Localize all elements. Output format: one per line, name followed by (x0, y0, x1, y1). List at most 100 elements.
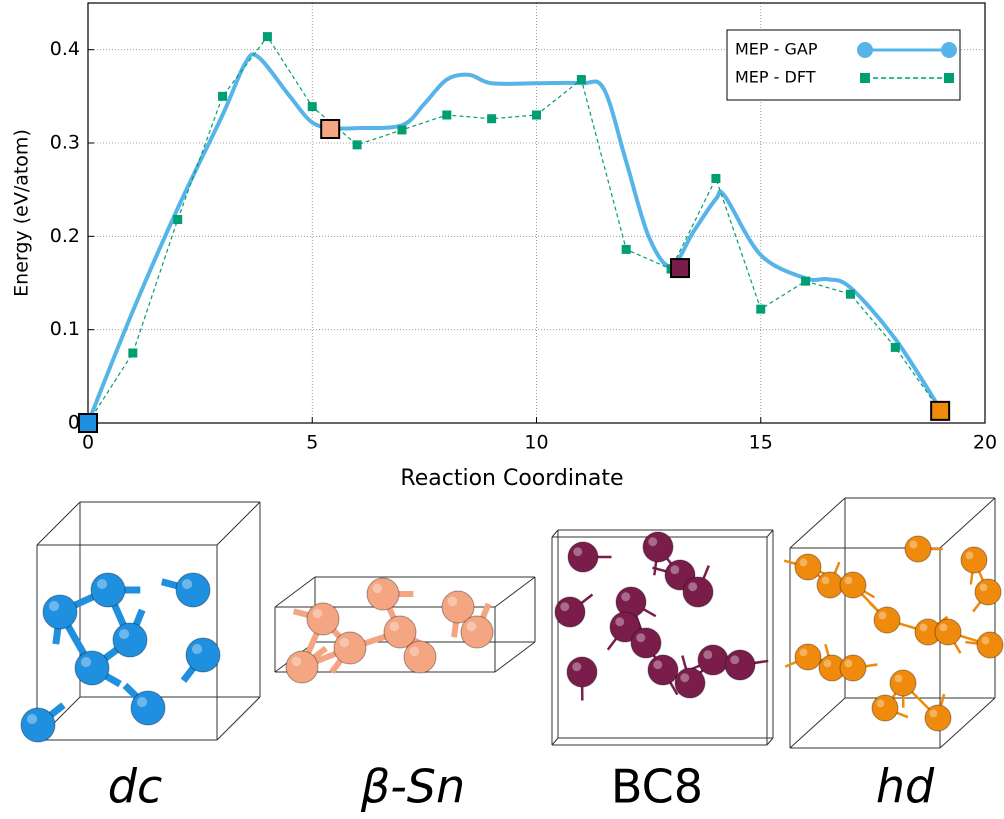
data-point (128, 348, 138, 358)
atom-highlight (291, 656, 302, 667)
data-point (756, 304, 766, 314)
atom-highlight (821, 576, 830, 585)
crystal-structures (20, 497, 1004, 749)
atom (403, 640, 437, 674)
legend-label: MEP - GAP (735, 40, 818, 59)
data-point (262, 32, 272, 42)
atom-highlight (118, 628, 130, 640)
atom (839, 571, 867, 599)
atom (333, 631, 367, 665)
data-point (576, 75, 586, 85)
legend-box (726, 29, 961, 101)
atom-highlight (823, 659, 832, 668)
atom (285, 650, 319, 684)
atom (366, 577, 400, 611)
atom-highlight (799, 648, 808, 657)
atom (674, 667, 706, 699)
atom-highlight (48, 600, 60, 612)
atom-highlight (878, 611, 887, 620)
y-tick-label: 0.1 (50, 318, 80, 340)
atom-highlight (636, 633, 646, 643)
atom-highlight (447, 596, 458, 607)
atom (794, 553, 822, 581)
atom-highlight (648, 537, 658, 547)
atom (697, 644, 729, 676)
cell-edge (494, 641, 536, 673)
atom (567, 541, 599, 573)
cell-edge (216, 696, 261, 741)
data-point (307, 102, 317, 112)
atom (554, 596, 586, 628)
data-point (621, 244, 631, 254)
structure-label: dc (108, 760, 163, 814)
atom-highlight (191, 643, 203, 655)
atom-highlight (312, 608, 323, 619)
cell-edge (551, 737, 559, 746)
y-tick-label: 0.3 (50, 132, 80, 154)
data-point (397, 125, 407, 135)
atom-highlight (730, 655, 740, 665)
atom (871, 694, 899, 722)
series-line (87, 35, 941, 424)
atom (682, 576, 714, 608)
atom-highlight (688, 582, 698, 592)
x-tick-label: 0 (82, 432, 94, 454)
atom (185, 637, 221, 673)
data-point (487, 114, 497, 124)
data-point (352, 140, 362, 150)
atom-highlight (876, 699, 885, 708)
legend-marker (857, 42, 873, 58)
atom-highlight (372, 583, 383, 594)
y-axis-label: Energy (eV/atom) (11, 129, 33, 297)
data-point (218, 91, 228, 101)
data-point (532, 110, 541, 120)
atom-highlight (409, 646, 420, 657)
cell-edge (216, 501, 261, 546)
atom (904, 535, 932, 563)
atom-highlight (80, 656, 92, 668)
atom (873, 606, 901, 634)
atom (460, 615, 494, 649)
x-tick-label: 5 (306, 432, 318, 454)
legend-marker (941, 42, 957, 58)
cell-edge (939, 497, 996, 549)
atom (794, 643, 822, 671)
legend-marker (860, 73, 870, 83)
atom (724, 649, 756, 681)
x-axis-label: Reaction Coordinate (400, 466, 623, 491)
atom (647, 654, 679, 686)
data-point (845, 289, 855, 299)
atom (934, 618, 962, 646)
plot-frame (87, 2, 986, 424)
cell-edge (789, 697, 846, 749)
structure-marker (78, 413, 98, 433)
atom-highlight (894, 674, 903, 683)
atom (816, 571, 844, 599)
atom (74, 650, 110, 686)
atom-highlight (979, 583, 988, 592)
atom (306, 602, 340, 636)
atom-highlight (560, 602, 570, 612)
structure-label: β-Sn (360, 760, 465, 814)
y-tick-label: 0.2 (50, 225, 80, 247)
plot: 0 0.1 0.2 0.3 0.4 0 5 10 15 20 MEP - GAP MEP - DFT (50, 2, 997, 454)
atom-highlight (573, 547, 583, 557)
y-tick-label: 0 (68, 412, 80, 434)
structure-label: BC8 (611, 760, 703, 814)
atom (20, 707, 56, 743)
y-tick-label: 0.4 (50, 38, 80, 60)
data-point (711, 173, 721, 183)
atom-highlight (844, 659, 853, 668)
atom (974, 578, 1002, 606)
series-line (86, 52, 942, 424)
atom (642, 531, 674, 563)
cell-edge (939, 697, 996, 749)
atom-highlight (844, 576, 853, 585)
atom (42, 594, 78, 630)
legend-marker (944, 73, 954, 83)
atom-highlight (939, 623, 948, 632)
atom-highlight (981, 636, 990, 645)
atom (976, 631, 1004, 659)
cell-edge (494, 576, 536, 608)
